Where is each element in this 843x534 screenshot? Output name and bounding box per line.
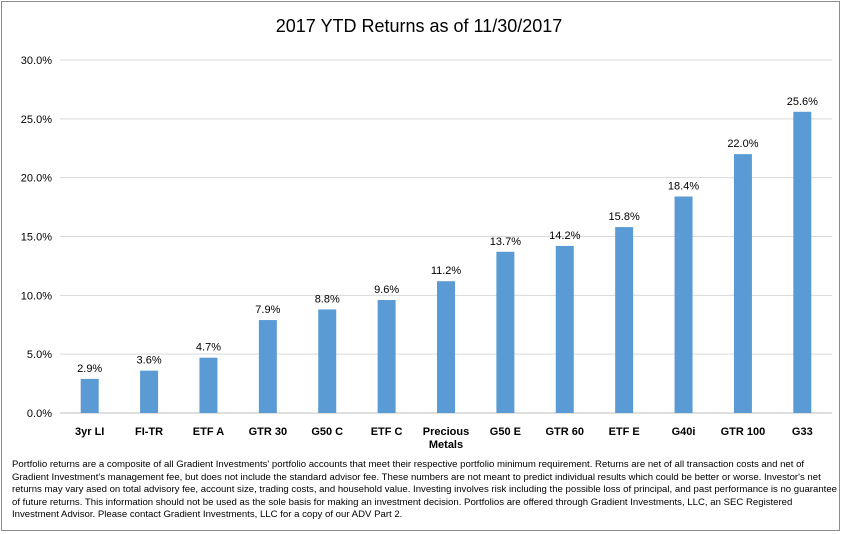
data-label: 4.7% — [196, 342, 221, 354]
bar — [80, 378, 99, 413]
bar — [318, 309, 337, 413]
x-tick-label: Precious Metals — [423, 426, 469, 451]
x-tick-label: 3yr LI — [75, 426, 104, 438]
disclaimer-footnote: Portfolio returns are a composite of all… — [12, 459, 837, 521]
bar — [377, 300, 396, 413]
bar — [733, 154, 752, 413]
y-tick-label: 30.0% — [21, 55, 52, 67]
bar — [555, 245, 574, 413]
x-tick-label: G33 — [792, 426, 813, 438]
bar — [793, 111, 812, 414]
data-label: 9.6% — [374, 284, 399, 296]
bar — [140, 370, 159, 413]
bar — [437, 281, 455, 413]
y-axis-ticks: 0.0% 5.0% 10.0% 15.0% 20.0% 25.0% 30.0% — [21, 55, 52, 420]
data-label: 14.2% — [549, 230, 580, 242]
y-tick-label: 15.0% — [21, 232, 52, 244]
x-tick-label: ETF C — [371, 426, 403, 438]
data-label: 2.9% — [77, 363, 102, 375]
data-label: 7.9% — [255, 304, 280, 316]
bar — [496, 251, 515, 413]
data-label: 22.0% — [727, 138, 758, 150]
y-tick-label: 0.0% — [27, 408, 52, 420]
x-tick-label: FI-TR — [135, 426, 163, 438]
x-tick-label: ETF A — [193, 426, 224, 438]
x-tick-label: GTR 100 — [721, 426, 766, 438]
bar — [199, 357, 218, 413]
chart-title: 2017 YTD Returns as of 11/30/2017 — [276, 16, 563, 36]
x-tick-label: G40i — [672, 426, 696, 438]
data-labels: 2.9% 3.6% 4.7% 7.9% 8.8% 9.6% 11.2% 13.7% 14.2% 1… — [77, 96, 818, 375]
data-label: 11.2% — [431, 265, 462, 277]
x-tick-label: G50 C — [311, 426, 343, 438]
x-tick-label: GTR 60 — [546, 426, 585, 438]
y-tick-label: 20.0% — [21, 173, 52, 185]
bars — [80, 111, 812, 414]
bar — [674, 196, 693, 413]
data-label: 18.4% — [668, 180, 699, 192]
data-label: 3.6% — [137, 355, 162, 367]
y-tick-label: 10.0% — [21, 290, 52, 302]
data-label: 25.6% — [787, 96, 818, 108]
x-tick-label: ETF E — [609, 426, 640, 438]
y-tick-label: 25.0% — [21, 114, 52, 126]
x-tick-label: GTR 30 — [249, 426, 288, 438]
data-label: 15.8% — [609, 211, 640, 223]
x-axis-ticks: 3yr LI FI-TR ETF A GTR 30 G50 C ETF C Precious… — [75, 426, 813, 451]
y-tick-label: 5.0% — [27, 349, 52, 361]
data-label: 8.8% — [315, 293, 340, 305]
x-tick-label: G50 E — [490, 426, 521, 438]
data-label: 13.7% — [490, 236, 521, 248]
bar — [615, 227, 634, 413]
bar-chart: 2017 YTD Returns as of 11/30/2017 0.0% 5.… — [21, 16, 832, 451]
bar — [258, 320, 277, 413]
